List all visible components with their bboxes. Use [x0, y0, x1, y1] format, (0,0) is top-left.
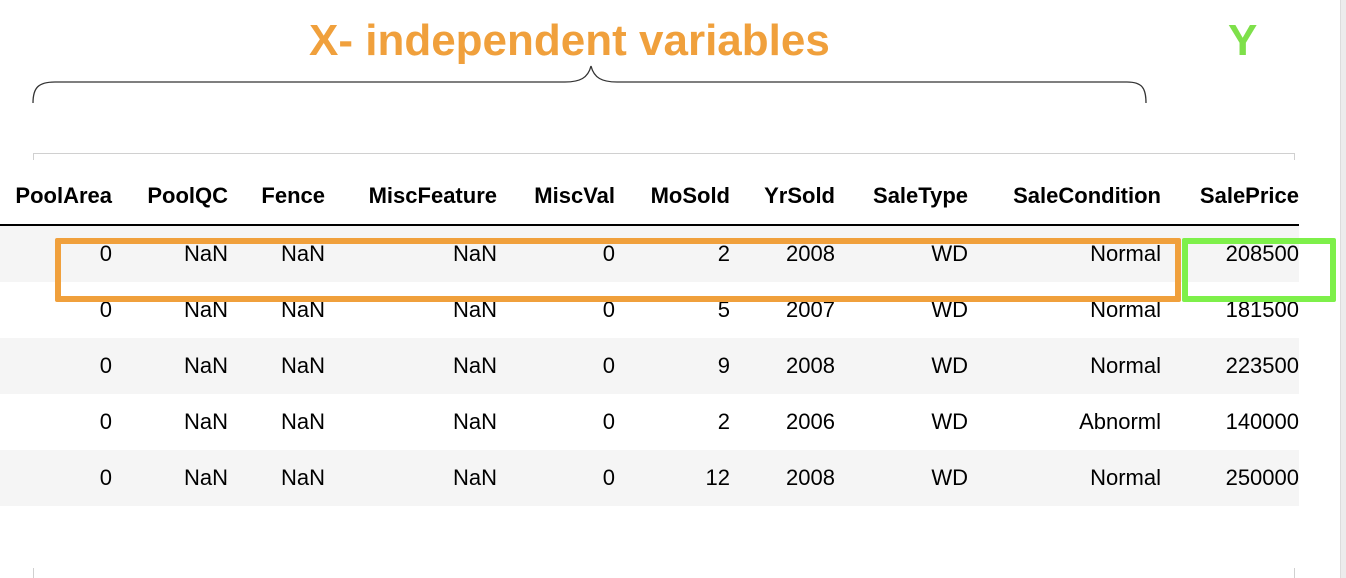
output-frame-bottom-right-tick [1294, 568, 1295, 578]
table-cell: NaN [280, 353, 325, 378]
table-cell: NaN [183, 241, 228, 266]
table-row: 0 NaN NaN NaN 0 2 2006 WD Abnorml 140000 [0, 394, 1299, 450]
table-cell: 0 [602, 297, 615, 322]
table-cell: 0 [602, 353, 615, 378]
table-cell: 208500 [1225, 241, 1299, 266]
table-cell: 0 [99, 353, 112, 378]
table-cell: 2 [717, 241, 730, 266]
curly-brace-annotation [32, 65, 1147, 104]
table-cell: 0 [602, 241, 615, 266]
table-cell: 0 [99, 465, 112, 490]
output-frame-top-line [33, 153, 1295, 154]
table-cell: WD [931, 241, 968, 266]
column-header: PoolArea [15, 183, 112, 208]
table-cell: 2008 [786, 241, 835, 266]
table-cell: NaN [452, 241, 497, 266]
table-cell: 0 [602, 465, 615, 490]
table-cell: 2008 [786, 353, 835, 378]
table-cell: Abnorml [1079, 409, 1161, 434]
column-header: MiscVal [534, 183, 615, 208]
table-cell: NaN [280, 241, 325, 266]
table-cell: NaN [280, 465, 325, 490]
column-header: PoolQC [147, 183, 228, 208]
table-cell: NaN [183, 409, 228, 434]
table-cell: 2006 [786, 409, 835, 434]
table-cell: Normal [1090, 353, 1161, 378]
table-cell: WD [931, 353, 968, 378]
table-cell: WD [931, 409, 968, 434]
column-header: Fence [261, 183, 325, 208]
column-header: SalePrice [1199, 183, 1299, 208]
dataframe-table: PoolArea PoolQC Fence MiscFeature MiscVa… [0, 168, 1299, 506]
y-target-highlight-box [1182, 238, 1336, 302]
table-header-row: PoolArea PoolQC Fence MiscFeature MiscVa… [0, 168, 1299, 225]
table-row: 0 NaN NaN NaN 0 9 2008 WD Normal 223500 [0, 338, 1299, 394]
table-cell: 12 [705, 465, 730, 490]
table-cell: 223500 [1225, 353, 1299, 378]
window-right-edge [1340, 0, 1346, 578]
x-features-highlight-box [55, 238, 1181, 302]
table-cell: 140000 [1225, 409, 1299, 434]
x-independent-variables-label: X- independent variables [309, 16, 830, 65]
table-cell: 0 [99, 241, 112, 266]
table-cell: Normal [1090, 241, 1161, 266]
column-header: MiscFeature [368, 183, 497, 208]
table-cell: 250000 [1225, 465, 1299, 490]
y-target-label: Y [1228, 16, 1258, 65]
column-header: YrSold [764, 183, 835, 208]
table-cell: NaN [452, 353, 497, 378]
table-cell: 0 [99, 409, 112, 434]
table-cell: 2008 [786, 465, 835, 490]
table-cell: NaN [183, 465, 228, 490]
table-cell: NaN [452, 409, 497, 434]
table-row: 0 NaN NaN NaN 0 2 2008 WD Normal 208500 [0, 225, 1299, 282]
table-cell: NaN [452, 465, 497, 490]
table-cell: 2 [717, 409, 730, 434]
column-header: SaleCondition [1013, 183, 1161, 208]
table-cell: 0 [602, 409, 615, 434]
output-frame-bottom-left-tick [33, 568, 34, 578]
column-header: SaleType [873, 183, 968, 208]
table-cell: 5 [717, 297, 730, 322]
table-cell: WD [931, 465, 968, 490]
table-cell: NaN [280, 409, 325, 434]
output-frame-right-tick [1294, 153, 1295, 160]
table-cell: 0 [99, 297, 112, 322]
table-row: 0 NaN NaN NaN 0 12 2008 WD Normal 250000 [0, 450, 1299, 506]
column-header: MoSold [650, 183, 730, 208]
output-frame-left-tick [33, 153, 34, 160]
table-cell: 9 [717, 353, 730, 378]
table-cell: Normal [1090, 465, 1161, 490]
table-cell: NaN [183, 353, 228, 378]
